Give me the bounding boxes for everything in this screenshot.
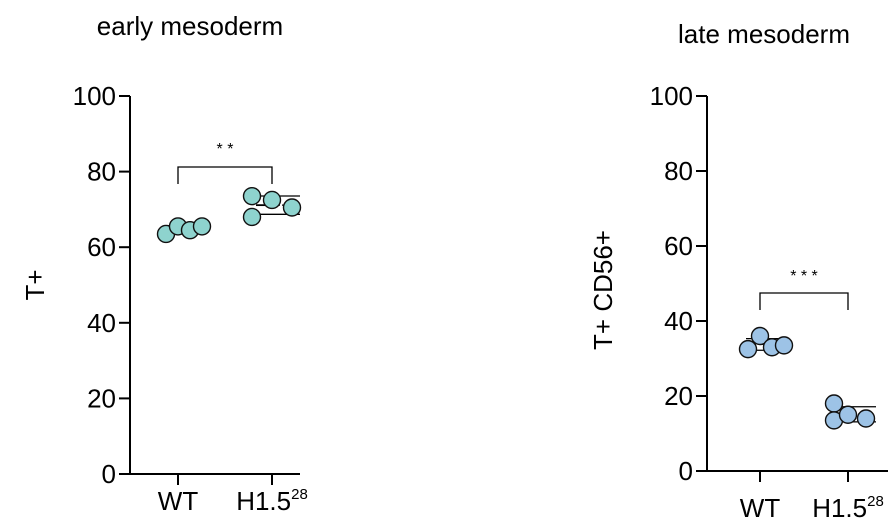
y-ticks: 0 20 40 60 80 100 <box>650 81 707 486</box>
x-ticks: WT H1.528 <box>740 471 884 523</box>
significance-stars: * * * <box>790 268 818 285</box>
data-point <box>856 409 876 428</box>
x-tick-label: WT <box>158 486 199 516</box>
y-tick-label: 60 <box>87 232 116 262</box>
y-tick-label: 0 <box>102 459 116 489</box>
data-point <box>242 207 262 227</box>
x-tick-label: WT <box>740 493 781 523</box>
y-axis-label: T+ CD56+ <box>588 230 618 350</box>
y-tick-label: 100 <box>650 81 693 111</box>
chart-title: early mesoderm <box>97 11 283 41</box>
data-points <box>156 186 302 244</box>
data-point <box>838 405 858 424</box>
bracket-line <box>759 292 849 310</box>
y-tick-label: 0 <box>679 456 693 486</box>
bracket-line <box>177 166 273 184</box>
x-tick-superscript: 28 <box>867 493 884 510</box>
data-point <box>774 336 794 355</box>
data-point <box>282 198 302 217</box>
data-point <box>242 186 262 206</box>
data-point <box>192 217 212 236</box>
x-tick-label: H1.528 <box>812 493 884 523</box>
x-ticks: WT H1.528 <box>158 474 308 516</box>
data-point <box>750 326 770 346</box>
data-point <box>738 339 758 359</box>
y-tick-label: 40 <box>664 306 693 336</box>
y-tick-label: 20 <box>664 381 693 411</box>
y-tick-label: 80 <box>664 156 693 186</box>
significance-bracket: * * <box>177 141 273 184</box>
data-points <box>738 326 876 430</box>
y-axis-label: T+ <box>20 269 50 300</box>
y-tick-label: 40 <box>87 308 116 338</box>
chart-late-mesoderm: late mesoderm T+ CD56+ 0 20 40 60 80 100 WT H1… <box>588 19 888 523</box>
x-tick-superscript: 28 <box>291 486 308 503</box>
chart-title: late mesoderm <box>678 19 850 49</box>
data-point <box>824 394 844 413</box>
data-point <box>262 190 282 210</box>
y-tick-label: 60 <box>664 231 693 261</box>
significance-stars: * * <box>217 141 234 158</box>
y-tick-label: 100 <box>73 81 116 111</box>
significance-bracket: * * * <box>759 268 849 310</box>
y-tick-label: 80 <box>87 157 116 187</box>
y-ticks: 0 20 40 60 80 100 <box>73 81 130 489</box>
y-tick-label: 20 <box>87 383 116 413</box>
x-tick-label: H1.528 <box>236 486 308 516</box>
